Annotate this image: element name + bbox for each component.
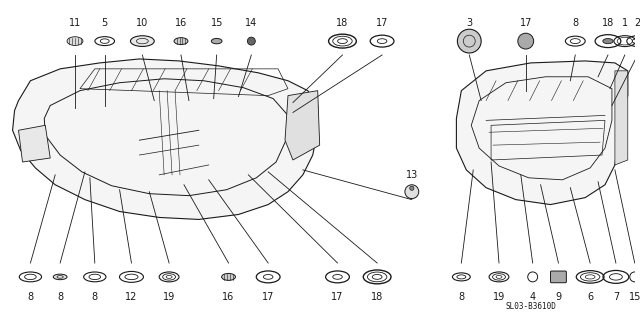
Polygon shape bbox=[456, 61, 628, 204]
Text: 17: 17 bbox=[262, 292, 275, 302]
Text: SL03-B3610D: SL03-B3610D bbox=[505, 302, 556, 311]
Text: 4: 4 bbox=[530, 292, 536, 302]
Ellipse shape bbox=[211, 39, 222, 44]
Ellipse shape bbox=[131, 36, 154, 47]
Polygon shape bbox=[13, 59, 317, 219]
Text: 5: 5 bbox=[102, 18, 108, 28]
Text: 19: 19 bbox=[493, 292, 505, 302]
Circle shape bbox=[248, 37, 255, 45]
Text: 8: 8 bbox=[57, 292, 63, 302]
Text: 8: 8 bbox=[92, 292, 98, 302]
Ellipse shape bbox=[603, 39, 613, 44]
Text: 16: 16 bbox=[223, 292, 235, 302]
Text: 3: 3 bbox=[466, 18, 472, 28]
Text: 19: 19 bbox=[163, 292, 175, 302]
Text: 10: 10 bbox=[136, 18, 148, 28]
Circle shape bbox=[405, 185, 419, 199]
Text: 2: 2 bbox=[635, 18, 640, 28]
Text: 18: 18 bbox=[337, 18, 349, 28]
Circle shape bbox=[518, 33, 534, 49]
Text: 8: 8 bbox=[572, 18, 579, 28]
Ellipse shape bbox=[53, 274, 67, 280]
Circle shape bbox=[410, 186, 414, 190]
Text: 17: 17 bbox=[332, 292, 344, 302]
Text: 15: 15 bbox=[211, 18, 223, 28]
Text: 8: 8 bbox=[28, 292, 33, 302]
Polygon shape bbox=[285, 91, 320, 160]
Text: 18: 18 bbox=[371, 292, 383, 302]
FancyBboxPatch shape bbox=[550, 271, 566, 283]
Text: 17: 17 bbox=[376, 18, 388, 28]
Text: 7: 7 bbox=[612, 292, 619, 302]
Text: 8: 8 bbox=[458, 292, 465, 302]
Text: 17: 17 bbox=[520, 18, 532, 28]
Ellipse shape bbox=[174, 38, 188, 45]
Polygon shape bbox=[615, 71, 628, 165]
Text: 1: 1 bbox=[621, 18, 628, 28]
Text: 15: 15 bbox=[628, 292, 640, 302]
Ellipse shape bbox=[67, 37, 83, 46]
Text: 13: 13 bbox=[406, 170, 418, 180]
Ellipse shape bbox=[221, 273, 236, 280]
Text: 6: 6 bbox=[587, 292, 593, 302]
Text: 11: 11 bbox=[69, 18, 81, 28]
Text: 18: 18 bbox=[602, 18, 614, 28]
Text: 12: 12 bbox=[125, 292, 138, 302]
Polygon shape bbox=[19, 125, 50, 162]
Circle shape bbox=[458, 29, 481, 53]
Text: 16: 16 bbox=[175, 18, 187, 28]
Text: 14: 14 bbox=[245, 18, 257, 28]
Text: 9: 9 bbox=[556, 292, 561, 302]
